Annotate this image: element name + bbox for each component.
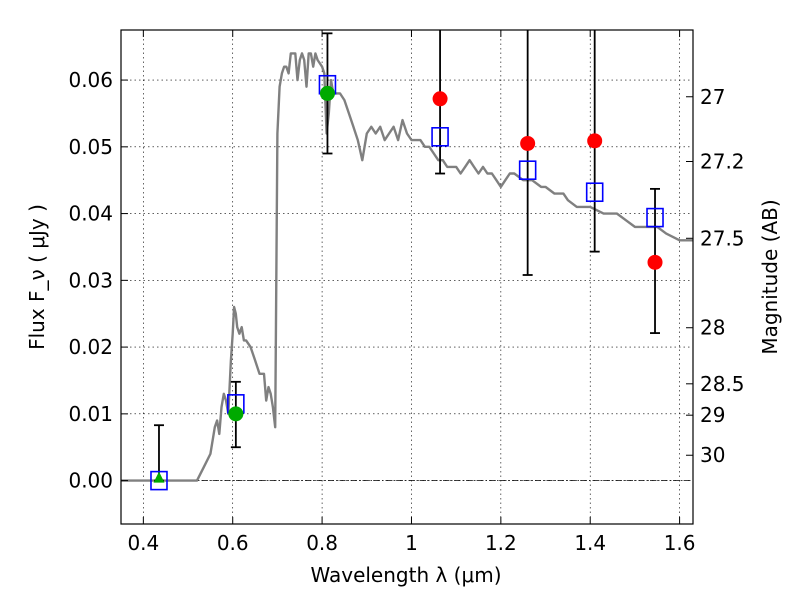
model-spectrum-line (121, 52, 693, 482)
right-tick-label: 30 (700, 443, 725, 467)
red-point-marker (432, 91, 448, 107)
observed-points (153, 85, 663, 483)
plot-frame (120, 29, 694, 525)
green-point-marker (319, 85, 335, 101)
red-point-marker (520, 135, 536, 151)
model-square-marker (646, 207, 664, 228)
right-tick-label: 27.2 (700, 150, 745, 174)
red-point-marker (647, 254, 663, 270)
right-axis-label: Magnitude (AB) (758, 199, 782, 354)
x-tick-label: 0.8 (306, 531, 338, 555)
x-tick-label: 1 (405, 531, 418, 555)
x-tick-label: 0.4 (127, 531, 159, 555)
x-tick-label: 1.2 (485, 531, 517, 555)
y-tick-label: 0.03 (68, 268, 113, 292)
model-spectrum-layer (121, 52, 693, 482)
right-tick-label: 27 (700, 85, 725, 109)
axis-ticks: 0.4 0.6 0.8 1 1.2 1.4 1.6 0.00 0.01 0.02 0.03 0.04 0… (68, 30, 745, 555)
right-tick-label: 28 (700, 316, 725, 340)
model-square-marker (585, 182, 604, 203)
y-tick-label: 0.01 (68, 402, 113, 426)
y-tick-label: 0.05 (68, 135, 113, 159)
green-point-marker (228, 406, 244, 422)
y-axis-label: Flux F_ν ( μJy ) (25, 204, 49, 350)
x-tick-label: 0.6 (217, 531, 249, 555)
red-point-marker (587, 133, 603, 149)
y-tick-label: 0.06 (68, 68, 113, 92)
x-tick-label: 1.4 (574, 531, 606, 555)
y-tick-label: 0.02 (68, 335, 113, 359)
green-triangle-marker (153, 471, 165, 483)
x-axis-label: Wavelength λ (μm) (310, 563, 501, 587)
y-tick-label: 0.00 (68, 469, 113, 493)
model-photometry-squares (150, 74, 664, 491)
model-square-marker (518, 160, 537, 180)
y-tick-label: 0.04 (68, 202, 113, 226)
right-tick-label: 29 (700, 403, 725, 427)
model-square-marker (431, 127, 449, 147)
right-tick-label: 28.5 (700, 372, 745, 396)
right-tick-label: 27.5 (700, 226, 745, 250)
x-tick-label: 1.6 (664, 531, 696, 555)
